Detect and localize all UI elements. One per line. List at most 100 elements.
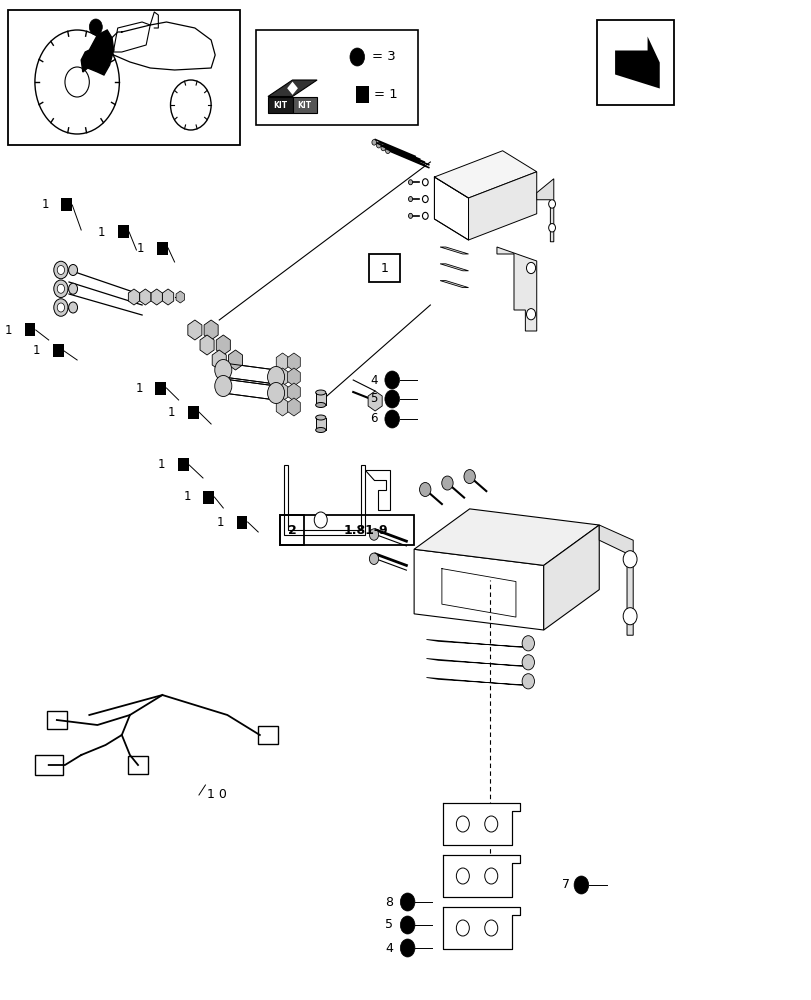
Polygon shape xyxy=(276,368,289,386)
Circle shape xyxy=(384,390,399,408)
Text: 8: 8 xyxy=(384,896,393,908)
Bar xyxy=(155,381,166,394)
Bar xyxy=(157,241,167,254)
Circle shape xyxy=(385,148,389,154)
Polygon shape xyxy=(442,855,519,897)
Circle shape xyxy=(456,868,469,884)
Polygon shape xyxy=(200,335,214,355)
Polygon shape xyxy=(153,291,161,303)
Text: 7: 7 xyxy=(561,879,569,892)
Polygon shape xyxy=(128,289,139,305)
Circle shape xyxy=(54,261,68,279)
Circle shape xyxy=(380,145,385,151)
Circle shape xyxy=(400,916,414,934)
Polygon shape xyxy=(287,368,300,386)
Circle shape xyxy=(419,482,431,496)
Circle shape xyxy=(400,893,414,911)
Bar xyxy=(46,711,67,729)
Circle shape xyxy=(369,553,378,564)
Text: 1: 1 xyxy=(380,261,388,274)
Circle shape xyxy=(484,816,497,832)
Text: 1: 1 xyxy=(168,406,175,418)
Text: 1.81-9: 1.81-9 xyxy=(343,523,387,536)
Bar xyxy=(62,198,71,211)
Polygon shape xyxy=(365,470,389,510)
Polygon shape xyxy=(204,320,218,340)
Polygon shape xyxy=(139,289,151,305)
Polygon shape xyxy=(599,525,633,635)
Circle shape xyxy=(371,140,376,145)
Circle shape xyxy=(521,655,534,670)
Polygon shape xyxy=(162,289,174,305)
Circle shape xyxy=(441,476,453,490)
Circle shape xyxy=(89,19,102,35)
Circle shape xyxy=(408,197,412,202)
Polygon shape xyxy=(142,291,150,303)
Ellipse shape xyxy=(315,402,325,408)
Circle shape xyxy=(484,920,497,936)
Circle shape xyxy=(622,608,637,625)
Polygon shape xyxy=(426,659,526,666)
Text: 1: 1 xyxy=(98,226,105,238)
Polygon shape xyxy=(442,803,519,845)
Polygon shape xyxy=(468,172,536,240)
Bar xyxy=(127,756,148,774)
Bar xyxy=(187,406,198,418)
Text: 6: 6 xyxy=(370,412,377,426)
Bar xyxy=(596,20,673,105)
Circle shape xyxy=(484,868,497,884)
Polygon shape xyxy=(114,22,150,52)
Bar xyxy=(355,86,369,103)
Polygon shape xyxy=(414,549,543,630)
Polygon shape xyxy=(165,291,173,303)
Circle shape xyxy=(456,816,469,832)
Circle shape xyxy=(54,280,68,298)
Text: 1: 1 xyxy=(5,324,12,336)
Text: 1: 1 xyxy=(137,241,144,254)
Bar xyxy=(237,516,247,528)
Circle shape xyxy=(548,200,555,208)
Polygon shape xyxy=(228,350,242,370)
Bar xyxy=(8,10,239,145)
Circle shape xyxy=(214,360,232,380)
Bar xyxy=(315,418,325,430)
Polygon shape xyxy=(276,398,289,416)
Text: KIT: KIT xyxy=(273,101,287,110)
Polygon shape xyxy=(276,383,289,401)
Circle shape xyxy=(68,302,77,313)
Circle shape xyxy=(57,303,64,312)
Circle shape xyxy=(314,512,327,528)
Bar xyxy=(34,755,62,775)
Bar xyxy=(280,515,414,545)
Bar xyxy=(258,726,277,744)
Bar xyxy=(280,515,304,545)
Bar xyxy=(24,323,36,336)
Circle shape xyxy=(54,299,68,316)
Circle shape xyxy=(463,470,474,484)
Circle shape xyxy=(573,876,588,894)
Polygon shape xyxy=(367,391,382,411)
Ellipse shape xyxy=(315,415,325,420)
Polygon shape xyxy=(287,82,298,95)
Text: 5: 5 xyxy=(384,918,393,932)
Circle shape xyxy=(408,180,412,185)
Circle shape xyxy=(68,264,77,275)
Polygon shape xyxy=(81,30,114,75)
Bar xyxy=(315,392,325,405)
Bar xyxy=(118,225,128,238)
Polygon shape xyxy=(222,379,277,400)
Polygon shape xyxy=(440,247,468,254)
Polygon shape xyxy=(434,151,536,198)
Circle shape xyxy=(384,371,399,389)
Circle shape xyxy=(521,636,534,651)
Polygon shape xyxy=(440,281,468,288)
Text: = 3: = 3 xyxy=(371,50,395,63)
Polygon shape xyxy=(434,177,468,240)
Polygon shape xyxy=(176,291,184,303)
Bar xyxy=(203,491,214,504)
Bar xyxy=(255,30,418,125)
Bar xyxy=(369,254,400,282)
Circle shape xyxy=(267,366,284,387)
Polygon shape xyxy=(615,36,659,89)
Text: 1: 1 xyxy=(41,198,49,212)
